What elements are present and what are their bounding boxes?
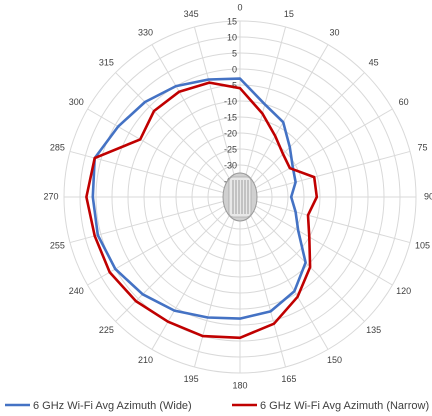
angle-label: 60 <box>399 97 409 107</box>
spoke <box>87 108 241 198</box>
r-tick-label: -25 <box>224 144 237 154</box>
angle-label: 30 <box>329 28 339 38</box>
angle-label: 135 <box>366 325 381 335</box>
angle-label: 225 <box>99 325 114 335</box>
angle-label: 45 <box>369 58 379 68</box>
r-tick-label: -15 <box>224 112 237 122</box>
r-tick-label: -20 <box>224 128 237 138</box>
spoke <box>115 196 241 322</box>
angle-label: 315 <box>99 58 114 68</box>
legend: 6 GHz Wi-Fi Avg Azimuth (Wide) 6 GHz Wi-F… <box>5 400 429 412</box>
r-tick-label: 10 <box>227 32 237 42</box>
angle-label: 180 <box>232 380 247 390</box>
angle-label: 240 <box>69 286 84 296</box>
spoke <box>115 72 241 198</box>
angle-label: 120 <box>396 286 411 296</box>
r-tick-label: 0 <box>232 64 237 74</box>
legend-label: 6 GHz Wi-Fi Avg Azimuth (Wide) <box>33 400 192 412</box>
spoke <box>151 44 241 198</box>
angle-label: 90 <box>424 191 432 201</box>
spoke <box>239 150 411 198</box>
spoke <box>239 196 393 286</box>
spoke <box>239 196 287 368</box>
spoke <box>239 196 365 322</box>
spoke <box>239 44 329 198</box>
spoke <box>239 196 329 350</box>
angle-label: 210 <box>138 355 153 365</box>
angle-label: 195 <box>184 374 199 384</box>
angle-label: 255 <box>50 240 65 250</box>
angle-label: 270 <box>43 191 58 201</box>
spoke <box>239 108 393 198</box>
angle-label: 105 <box>415 240 430 250</box>
r-tick-label: 15 <box>227 16 237 26</box>
r-tick-label: -30 <box>224 160 237 170</box>
angle-label: 330 <box>138 28 153 38</box>
spoke <box>193 196 241 368</box>
angle-label: 165 <box>281 374 296 384</box>
angle-label: 15 <box>284 9 294 19</box>
r-tick-label: 5 <box>232 48 237 58</box>
series-line <box>91 77 307 320</box>
spoke <box>239 72 365 198</box>
device-icon <box>222 172 258 222</box>
angle-label: 300 <box>69 97 84 107</box>
spoke <box>87 196 241 286</box>
angle-label: 285 <box>50 142 65 152</box>
r-tick-label: -10 <box>224 96 237 106</box>
angle-label: 0 <box>237 2 242 12</box>
angle-label: 75 <box>418 142 428 152</box>
series-line <box>85 81 319 340</box>
legend-label: 6 GHz Wi-Fi Avg Azimuth (Narrow) <box>260 400 429 412</box>
spoke <box>193 26 241 198</box>
angle-label: 345 <box>184 9 199 19</box>
r-tick-label: -5 <box>229 80 237 90</box>
spoke <box>239 196 411 244</box>
angle-label: 150 <box>327 355 342 365</box>
spoke <box>151 196 241 350</box>
series <box>85 77 319 340</box>
spoke <box>69 150 241 198</box>
